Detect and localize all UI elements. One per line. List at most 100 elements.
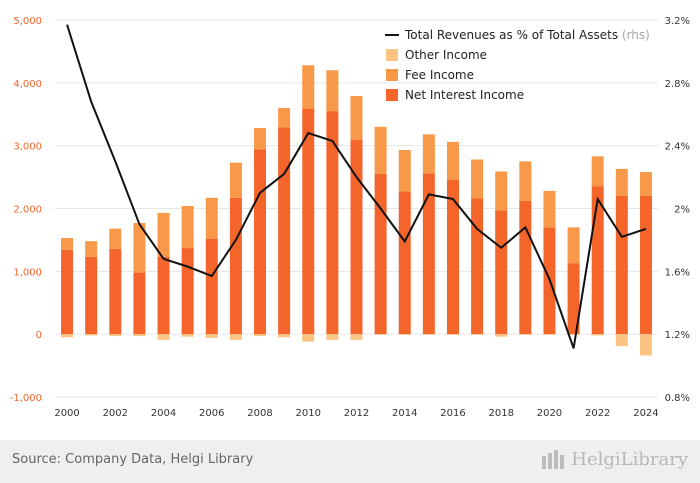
- bar-net-interest-income: [567, 263, 580, 335]
- bar-net-interest-income: [254, 149, 267, 335]
- bar-net-interest-income: [133, 272, 146, 335]
- bar-other-income: [615, 334, 628, 347]
- chart-canvas: -1,000 0 1,000 2,000 3,000 4,000 5,000 0.8% 1.2%…: [10, 16, 690, 419]
- legend-label: Net Interest Income: [405, 88, 524, 102]
- bar-net-interest-income: [398, 191, 411, 335]
- bar-net-interest-income: [422, 173, 435, 335]
- bar-fee-income: [446, 141, 459, 180]
- source-note: Source: Company Data, Helgi Library: [12, 452, 254, 467]
- bar-other-income: [543, 334, 556, 335]
- y-tick-label-left: 5,000: [13, 16, 42, 27]
- bar-fee-income: [374, 126, 387, 174]
- bar-net-interest-income: [181, 248, 194, 335]
- bar-fee-income: [229, 162, 242, 198]
- bar-fee-income: [422, 134, 435, 174]
- bar-net-interest-income: [278, 127, 291, 335]
- bar-fee-income: [639, 172, 652, 196]
- bar-net-interest-income: [302, 108, 315, 335]
- bar-fee-income: [543, 190, 556, 228]
- bar-fee-income: [302, 65, 315, 109]
- legend-label: Other Income: [405, 48, 487, 62]
- legend-item: Fee Income: [386, 68, 474, 82]
- brand-logo: HelgiLibrary: [541, 448, 688, 470]
- bar-fee-income: [326, 70, 339, 112]
- bar-net-interest-income: [615, 195, 628, 335]
- bar-fee-income: [278, 107, 291, 128]
- legend-swatch: [386, 69, 398, 81]
- footer: Source: Company Data, Helgi Library Helg…: [0, 440, 700, 483]
- y-tick-label-right: 2.4%: [665, 142, 690, 153]
- bar-net-interest-income: [471, 198, 484, 335]
- y-tick-label-left: 0: [36, 330, 42, 341]
- x-tick-label: 2018: [488, 408, 513, 419]
- bar-fee-income: [85, 241, 98, 257]
- legend-label: Total Revenues as % of Total Assets (rhs…: [404, 28, 650, 42]
- bar-other-income: [326, 334, 339, 340]
- bar-other-income: [591, 334, 604, 336]
- bar-other-income: [133, 334, 146, 337]
- bar-other-income: [495, 334, 508, 337]
- bar-other-income: [254, 334, 267, 337]
- bar-other-income: [205, 334, 218, 338]
- bar-other-income: [157, 334, 170, 340]
- x-tick-label: 2016: [440, 408, 465, 419]
- bar-other-income: [278, 334, 291, 338]
- bar-fee-income: [615, 168, 628, 196]
- bar-other-income: [374, 334, 387, 335]
- y-tick-label-right: 1.6%: [665, 267, 690, 278]
- y-tick-label-right: 3.2%: [665, 16, 690, 27]
- bar-other-income: [398, 334, 411, 335]
- line-series-revenues-to-assets: [66, 24, 647, 349]
- bar-net-interest-income: [109, 248, 122, 335]
- y-axis-left: -1,000 0 1,000 2,000 3,000 4,000 5,000: [10, 16, 42, 404]
- library-logo-icon: [542, 450, 565, 469]
- bar-other-income: [350, 334, 363, 340]
- bar-fee-income: [181, 205, 194, 249]
- bar-net-interest-income: [85, 256, 98, 335]
- x-axis: 2000 2002 2004 2006 2008 2010 2012 2014 2016 2018…: [54, 408, 658, 419]
- x-tick-label: 2022: [585, 408, 610, 419]
- bar-fee-income: [398, 150, 411, 192]
- bar-other-income: [471, 334, 484, 335]
- bar-fee-income: [254, 128, 267, 150]
- x-tick-label: 2020: [537, 408, 562, 419]
- bar-fee-income: [471, 159, 484, 199]
- bar-fee-income: [205, 197, 218, 239]
- y-tick-label-right: 1.2%: [665, 330, 690, 341]
- brand-name: HelgiLibrary: [571, 448, 688, 470]
- bar-other-income: [519, 334, 532, 335]
- legend-swatch: [386, 89, 398, 101]
- bar-other-income: [639, 334, 652, 356]
- y-tick-label-left: -1,000: [10, 393, 42, 404]
- legend-label-suffix: (rhs): [622, 28, 650, 42]
- bars: [61, 65, 652, 356]
- bar-fee-income: [350, 96, 363, 141]
- bar-net-interest-income: [495, 210, 508, 335]
- x-tick-label: 2002: [103, 408, 128, 419]
- bar-other-income: [181, 334, 194, 337]
- y-tick-label-right: 2%: [674, 205, 690, 216]
- legend-item: Net Interest Income: [386, 88, 524, 102]
- y-tick-label-left: 1,000: [13, 267, 42, 278]
- bar-net-interest-income: [205, 238, 218, 335]
- y-tick-label-left: 2,000: [13, 205, 42, 216]
- x-tick-label: 2014: [392, 408, 417, 419]
- x-tick-label: 2010: [296, 408, 321, 419]
- bar-other-income: [422, 334, 435, 335]
- bar-fee-income: [495, 171, 508, 211]
- x-tick-label: 2006: [199, 408, 224, 419]
- bar-other-income: [229, 334, 242, 340]
- bar-net-interest-income: [591, 186, 604, 335]
- x-tick-label: 2012: [344, 408, 369, 419]
- legend: Total Revenues as % of Total Assets (rhs…: [385, 28, 650, 102]
- x-tick-label: 2024: [633, 408, 658, 419]
- bar-net-interest-income: [350, 140, 363, 335]
- bar-fee-income: [567, 227, 580, 264]
- bar-other-income: [302, 334, 315, 342]
- legend-swatch: [386, 49, 398, 61]
- bar-other-income: [85, 334, 98, 336]
- y-tick-label-right: 2.8%: [665, 79, 690, 90]
- bar-fee-income: [591, 156, 604, 187]
- bar-fee-income: [157, 212, 170, 257]
- y-axis-right: 0.8% 1.2% 1.6% 2% 2.4% 2.8% 3.2%: [665, 16, 690, 404]
